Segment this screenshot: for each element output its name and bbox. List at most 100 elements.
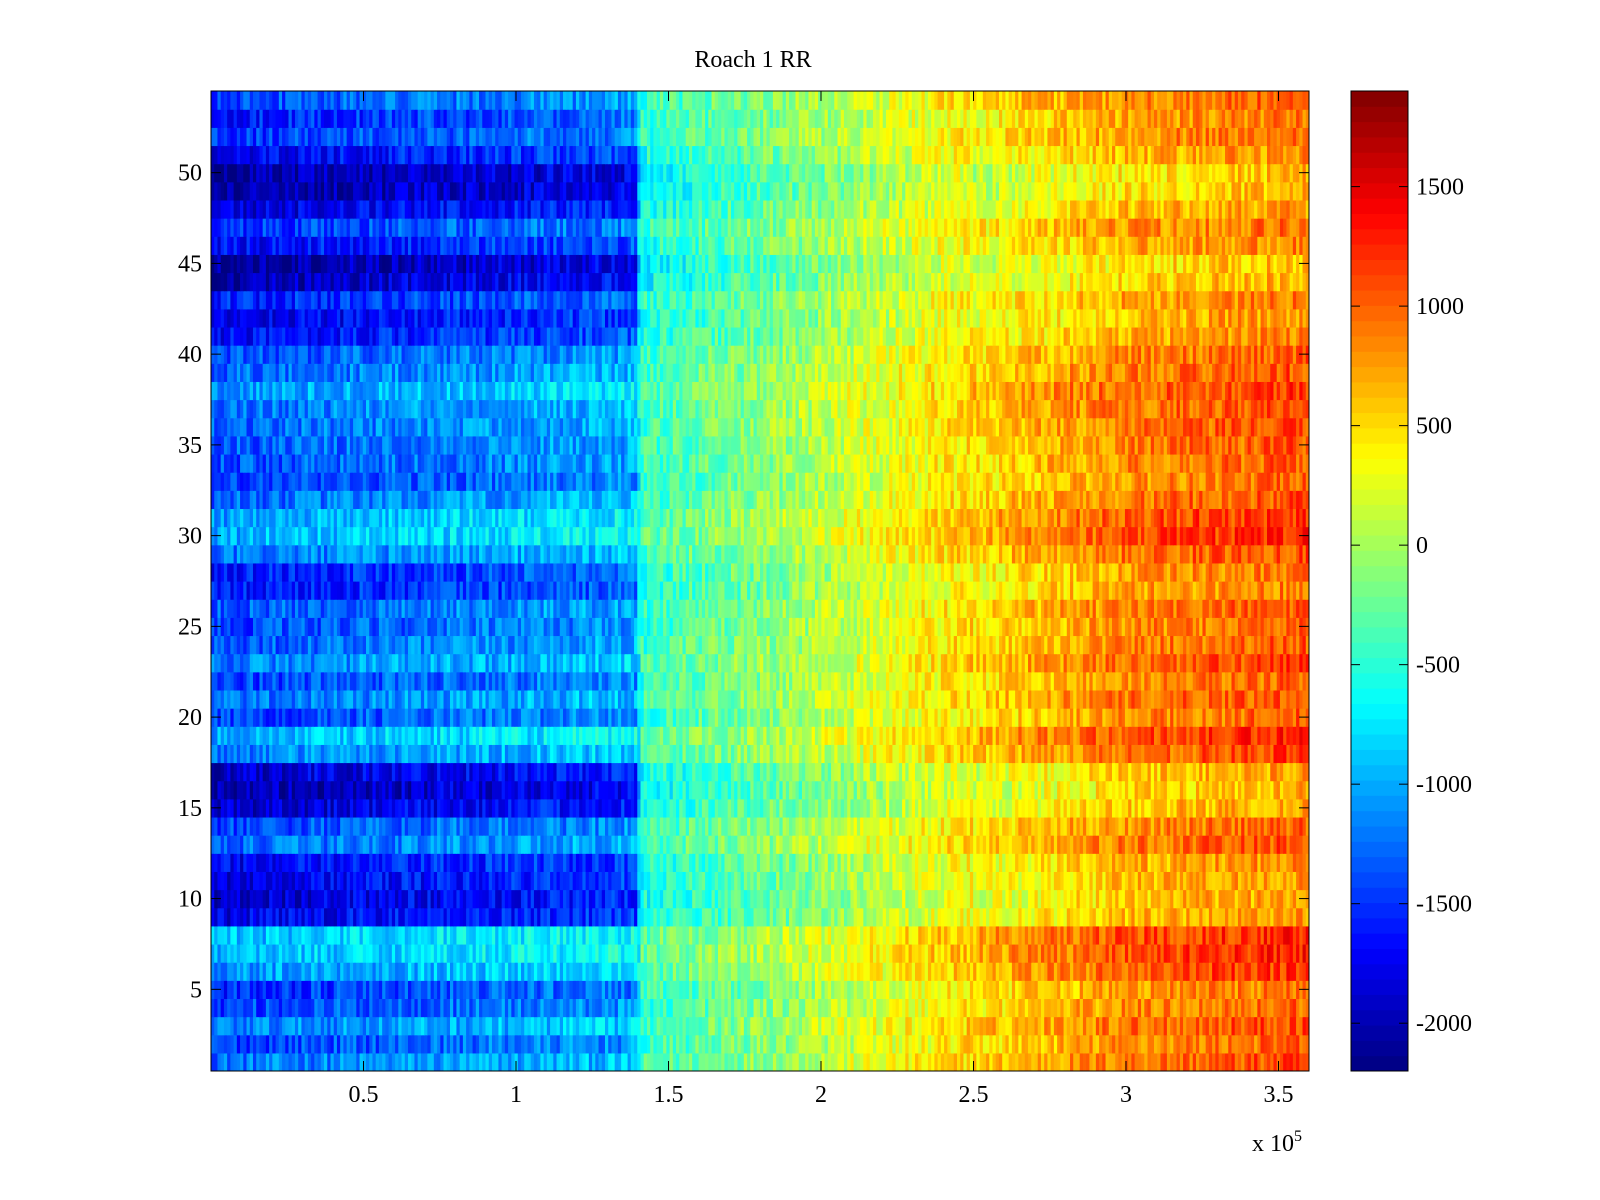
- heatmap-cell: [1221, 1016, 1226, 1036]
- heatmap-cell: [672, 980, 677, 1000]
- heatmap-cell: [895, 998, 900, 1018]
- heatmap-cell: [1115, 1034, 1120, 1054]
- heatmap-cell: [611, 980, 616, 1000]
- heatmap-cell: [521, 1034, 525, 1054]
- heatmap-cell: [220, 1016, 225, 1036]
- heatmap-cell: [915, 1034, 919, 1054]
- heatmap-cell: [1144, 1052, 1149, 1071]
- heatmap-cell: [808, 998, 813, 1018]
- heatmap-cell: [1079, 1052, 1084, 1071]
- heatmap-cell: [979, 1016, 984, 1036]
- heatmap-cell: [223, 1016, 228, 1036]
- heatmap-cell: [282, 1052, 286, 1071]
- heatmap-cell: [621, 1034, 625, 1054]
- heatmap-cell: [921, 998, 926, 1018]
- heatmap-cell: [275, 1034, 280, 1054]
- heatmap-cell: [227, 1052, 231, 1071]
- heatmap-cell: [798, 1016, 803, 1036]
- heatmap-cell: [986, 998, 990, 1018]
- heatmap-cell: [1163, 1016, 1168, 1036]
- heatmap-cell: [824, 1052, 829, 1071]
- heatmap-cell: [869, 998, 874, 1018]
- heatmap-cell: [1092, 1052, 1097, 1071]
- heatmap-cell: [863, 1034, 868, 1054]
- heatmap-cell: [763, 1016, 768, 1036]
- heatmap-cell: [592, 980, 596, 1000]
- heatmap-cell: [311, 1034, 315, 1054]
- heatmap-cell: [1221, 1052, 1226, 1071]
- heatmap-cell: [795, 1016, 800, 1036]
- heatmap-cell: [1296, 1052, 1300, 1071]
- heatmap-cell: [1157, 1016, 1162, 1036]
- heatmap-cell: [643, 1016, 648, 1036]
- heatmap-cell: [498, 980, 503, 1000]
- heatmap-cell: [375, 1052, 380, 1071]
- heatmap-cell: [918, 1034, 923, 1054]
- heatmap-cell: [1305, 1034, 1309, 1054]
- heatmap-cell: [604, 1052, 609, 1071]
- heatmap-cell: [517, 1034, 522, 1054]
- heatmap-cell: [385, 998, 390, 1018]
- heatmap-cell: [882, 1052, 887, 1071]
- heatmap-cell: [437, 1052, 441, 1071]
- heatmap-cell: [1270, 1016, 1275, 1036]
- heatmap-cell: [1173, 1016, 1178, 1036]
- heatmap-cell: [398, 998, 403, 1018]
- heatmap-cell: [391, 1052, 396, 1071]
- heatmap-cell: [543, 998, 548, 1018]
- heatmap-cell: [395, 1016, 399, 1036]
- heatmap-cell: [1218, 998, 1223, 1018]
- heatmap-cell: [666, 1016, 671, 1036]
- heatmap-cell: [698, 1016, 703, 1036]
- heatmap-cell: [1015, 1034, 1019, 1054]
- heatmap-cell: [469, 1052, 474, 1071]
- heatmap-cell: [908, 1034, 913, 1054]
- heatmap-cell: [1118, 998, 1123, 1018]
- heatmap-cell: [575, 1016, 580, 1036]
- heatmap-cell: [1244, 1016, 1249, 1036]
- heatmap-cell: [646, 998, 651, 1018]
- heatmap-cell: [1112, 1052, 1116, 1071]
- heatmap-cell: [834, 1052, 839, 1071]
- heatmap-cell: [1031, 1016, 1036, 1036]
- heatmap-cell: [504, 1016, 509, 1036]
- heatmap-cell: [491, 1052, 496, 1071]
- heatmap-cell: [1160, 1052, 1165, 1071]
- heatmap-cell: [1073, 1052, 1078, 1071]
- heatmap-cell: [905, 998, 910, 1018]
- heatmap-cell: [314, 1052, 319, 1071]
- heatmap-cell: [966, 1034, 971, 1054]
- heatmap-cell: [969, 1034, 974, 1054]
- heatmap-cell: [349, 1016, 354, 1036]
- heatmap-cell: [766, 980, 771, 1000]
- heatmap-cell: [1270, 1052, 1275, 1071]
- heatmap-cell: [902, 1052, 906, 1071]
- heatmap-cell: [714, 980, 719, 1000]
- heatmap-cell: [456, 998, 461, 1018]
- heatmap-cell: [640, 1052, 645, 1071]
- heatmap-cell: [1157, 1034, 1162, 1054]
- heatmap-cell: [343, 1034, 348, 1054]
- heatmap-cell: [1237, 1016, 1242, 1036]
- heatmap-cell: [1040, 998, 1045, 1018]
- heatmap-cell: [640, 998, 645, 1018]
- heatmap-cell: [843, 1052, 848, 1071]
- heatmap-cell: [466, 998, 470, 1018]
- heatmap-cell: [931, 998, 935, 1018]
- heatmap-cell: [1276, 998, 1281, 1018]
- heatmap-cell: [831, 1034, 835, 1054]
- heatmap-cell: [1005, 1034, 1010, 1054]
- heatmap-cell: [243, 1052, 248, 1071]
- heatmap-cell: [682, 998, 687, 1018]
- heatmap-cell: [1144, 998, 1149, 1018]
- heatmap-cell: [1195, 1034, 1200, 1054]
- heatmap-cell: [1047, 998, 1052, 1018]
- heatmap-cell: [730, 980, 735, 1000]
- heatmap-cell: [1179, 1034, 1184, 1054]
- heatmap-cell: [611, 1052, 616, 1071]
- heatmap-cell: [314, 1034, 319, 1054]
- heatmap-cell: [1082, 998, 1087, 1018]
- heatmap-cell: [892, 1034, 897, 1054]
- heatmap-cell: [1147, 1052, 1152, 1071]
- heatmap-cell: [1086, 1016, 1090, 1036]
